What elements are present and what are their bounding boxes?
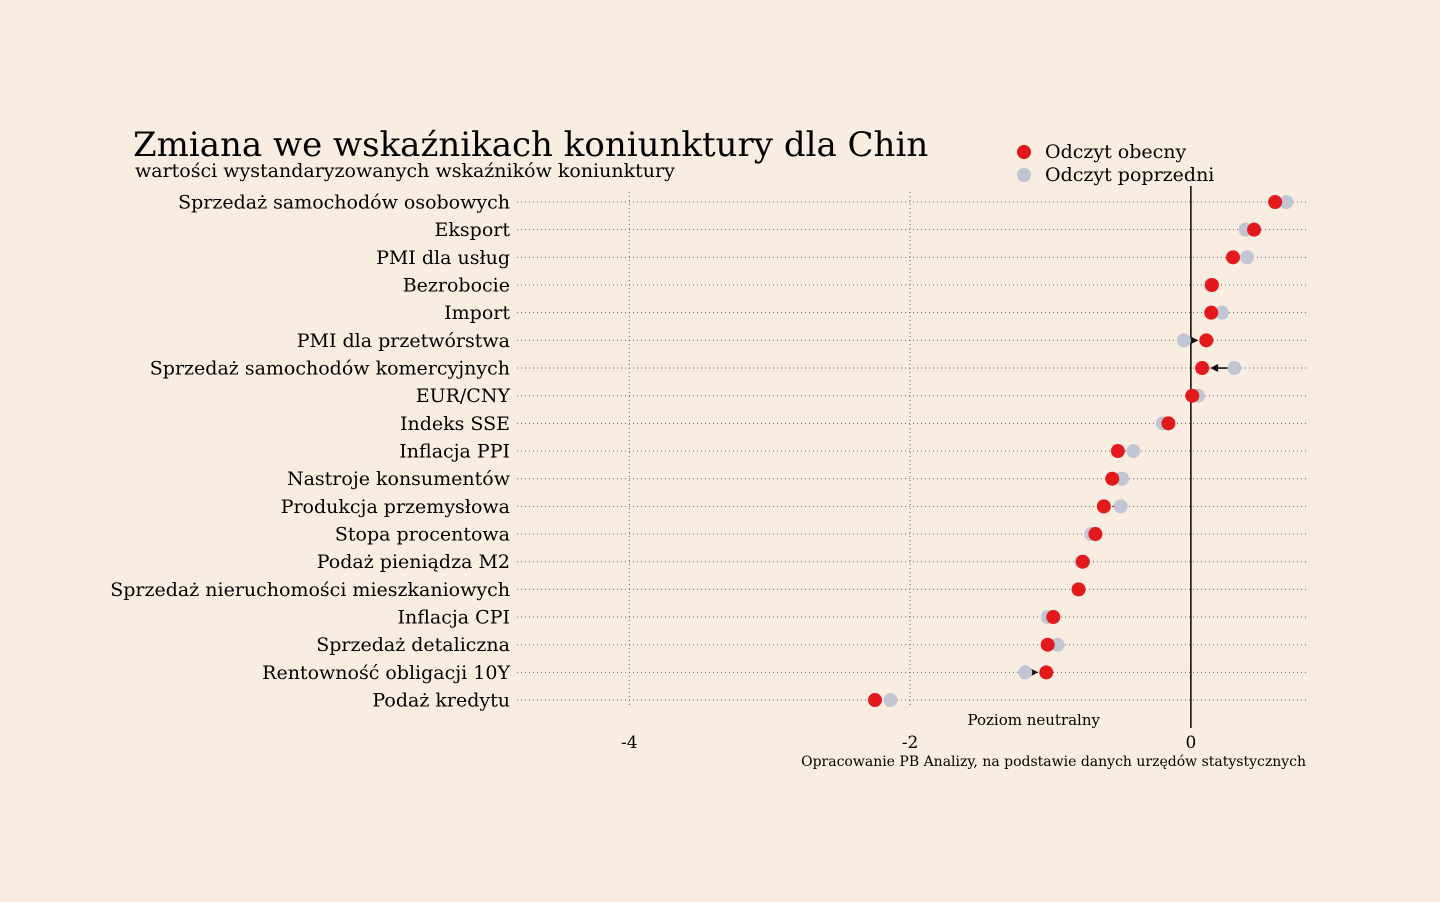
previous-point bbox=[1176, 333, 1191, 348]
current-point bbox=[1225, 250, 1240, 265]
legend: Odczyt obecny Odczyt poprzedni bbox=[1017, 141, 1214, 186]
category-labels: Sprzedaż samochodów osobowych Eksport PMI … bbox=[110, 192, 511, 712]
legend-current-marker bbox=[1017, 145, 1031, 159]
legend-current-label: Odczyt obecny bbox=[1045, 141, 1187, 163]
current-point bbox=[1204, 278, 1219, 293]
current-point bbox=[1199, 333, 1214, 348]
current-points bbox=[867, 195, 1283, 708]
current-point bbox=[1039, 665, 1054, 680]
previous-point bbox=[1126, 444, 1141, 459]
category-label: Sprzedaż samochodów komercyjnych bbox=[150, 358, 510, 380]
previous-point bbox=[1214, 305, 1229, 320]
category-label: EUR/CNY bbox=[416, 385, 511, 407]
grid bbox=[517, 192, 1306, 707]
chart-title: Zmiana we wskaźnikach koniunktury dla Ch… bbox=[133, 125, 928, 165]
category-label: Podaż kredytu bbox=[372, 690, 510, 712]
category-label: Inflacja CPI bbox=[398, 607, 510, 629]
current-point bbox=[1071, 582, 1086, 597]
category-label: Indeks SSE bbox=[400, 413, 510, 435]
x-tick-label: 0 bbox=[1185, 733, 1196, 753]
previous-point bbox=[1227, 361, 1242, 376]
change-arrow-head bbox=[1030, 668, 1039, 677]
x-axis-ticks: -4 -2 0 bbox=[621, 733, 1196, 753]
current-point bbox=[1161, 416, 1176, 431]
current-point bbox=[1268, 195, 1283, 209]
previous-point bbox=[1050, 637, 1065, 652]
current-point bbox=[1185, 388, 1200, 403]
source-note: Opracowanie PB Analizy, na podstawie dan… bbox=[801, 754, 1306, 770]
current-point bbox=[1088, 527, 1103, 542]
current-point bbox=[1040, 637, 1055, 652]
category-label: Sprzedaż detaliczna bbox=[316, 634, 510, 656]
category-label: Inflacja PPI bbox=[399, 441, 510, 463]
previous-point bbox=[883, 693, 898, 708]
previous-point bbox=[1279, 195, 1294, 209]
current-point bbox=[1075, 554, 1090, 569]
category-label: PMI dla usług bbox=[376, 247, 510, 269]
x-tick-label: -4 bbox=[621, 733, 638, 753]
legend-previous-label: Odczyt poprzedni bbox=[1045, 164, 1214, 186]
category-label: Rentowność obligacji 10Y bbox=[262, 662, 510, 684]
legend-previous-marker bbox=[1017, 168, 1031, 182]
x-tick-label: -2 bbox=[902, 733, 919, 753]
current-point bbox=[1110, 444, 1125, 459]
previous-point bbox=[1240, 250, 1255, 265]
current-point bbox=[1096, 499, 1111, 514]
chart-subtitle: wartości wystandaryzowanych wskaźników k… bbox=[135, 160, 675, 182]
category-label: Stopa procentowa bbox=[335, 524, 510, 546]
category-label: Bezrobocie bbox=[403, 275, 510, 297]
previous-point bbox=[1113, 499, 1128, 514]
current-point bbox=[1247, 222, 1262, 237]
category-label: Sprzedaż nieruchomości mieszkaniowych bbox=[110, 579, 510, 601]
category-label: Eksport bbox=[435, 219, 511, 241]
category-label: Sprzedaż samochodów osobowych bbox=[178, 192, 510, 214]
current-point bbox=[1204, 305, 1219, 320]
current-point bbox=[1105, 471, 1120, 486]
change-arrow-head bbox=[1190, 336, 1199, 345]
current-point bbox=[1195, 361, 1210, 376]
neutral-level-label: Poziom neutralny bbox=[967, 711, 1100, 729]
category-label: Podaż pieniądza M2 bbox=[317, 551, 510, 573]
previous-points bbox=[883, 195, 1294, 708]
change-arrow-head bbox=[1210, 364, 1219, 373]
previous-point bbox=[1115, 471, 1130, 486]
category-label: Produkcja przemysłowa bbox=[281, 496, 510, 518]
category-label: Import bbox=[444, 302, 510, 324]
previous-point bbox=[1018, 665, 1033, 680]
category-label: Nastroje konsumentów bbox=[287, 468, 511, 490]
current-point bbox=[867, 693, 882, 708]
current-point bbox=[1046, 610, 1061, 625]
category-label: PMI dla przetwórstwa bbox=[297, 330, 510, 352]
